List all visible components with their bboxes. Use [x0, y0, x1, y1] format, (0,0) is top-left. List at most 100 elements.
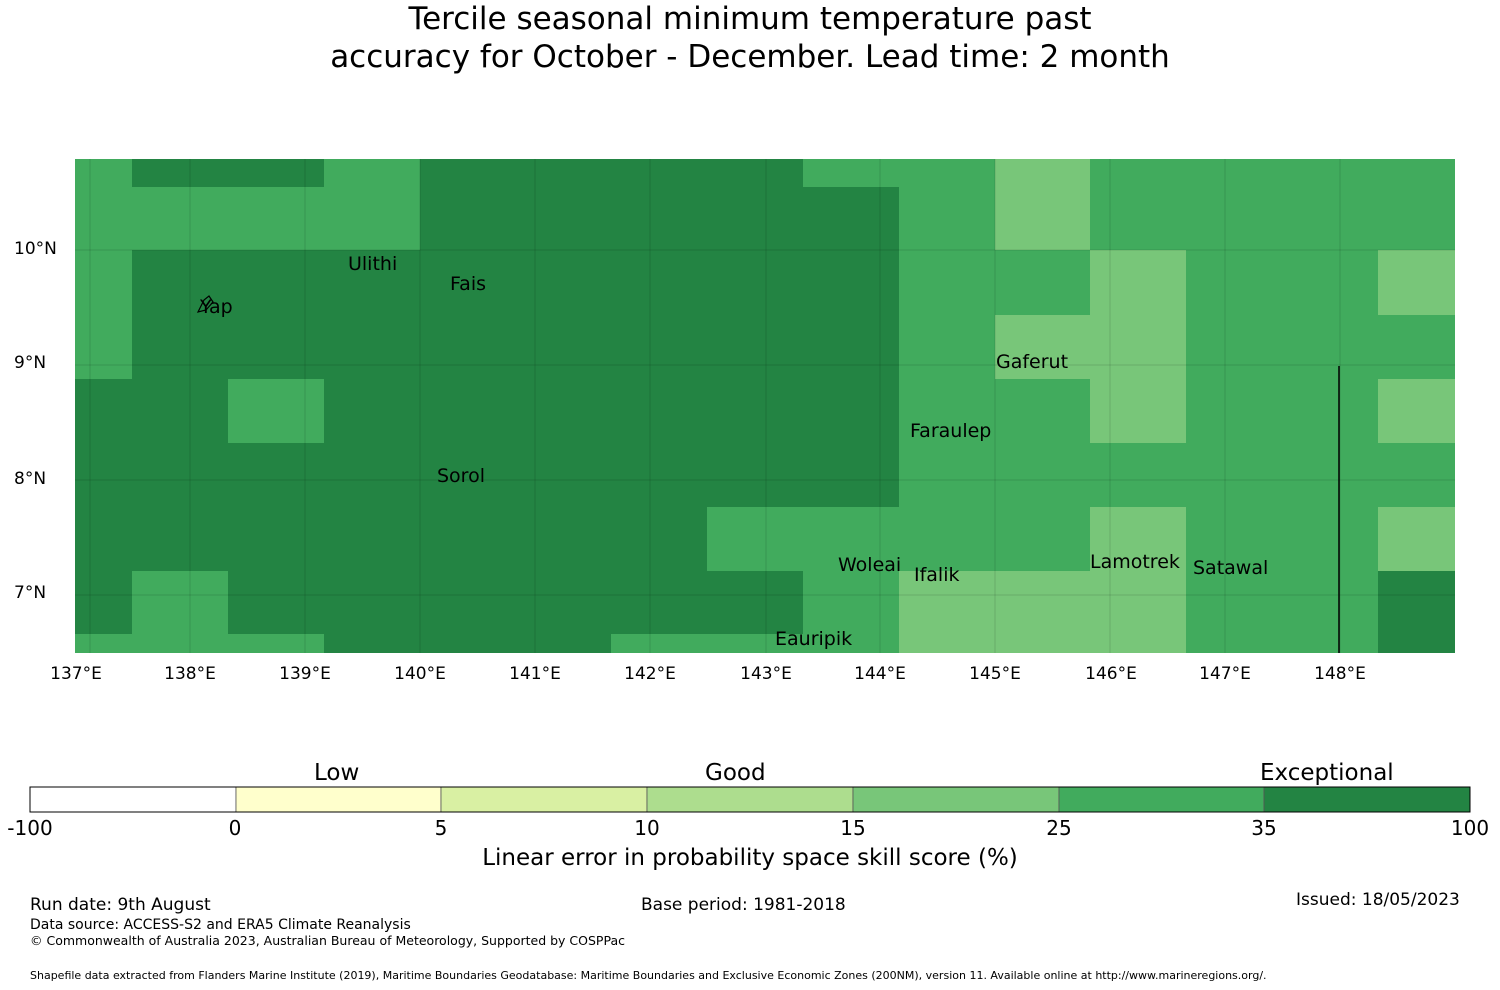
skill-cell: [324, 443, 420, 507]
skill-cell: [1378, 571, 1455, 634]
skill-cell: [1090, 571, 1186, 634]
skill-cell: [1090, 443, 1186, 507]
colorbar-segment: [440, 786, 648, 813]
colorbar-segment: [1058, 786, 1265, 813]
colorbar-segment: [852, 786, 1060, 813]
skill-cell: [420, 159, 515, 187]
skill-cell: [1282, 571, 1378, 634]
place-ulithi: Ulithi: [348, 253, 398, 275]
skill-cell: [515, 159, 611, 187]
colorbar-outline: [29, 786, 1471, 813]
skill-cell: [1378, 443, 1455, 507]
skill-cell: [1282, 634, 1378, 653]
colorbar-tick: 35: [1251, 816, 1277, 840]
skill-cell: [1090, 379, 1186, 443]
skill-cell: [707, 571, 803, 634]
skill-cell: [515, 507, 611, 571]
colorbar-category-good: Good: [705, 760, 766, 786]
colorbar: [29, 786, 1471, 813]
skill-cell: [1186, 634, 1282, 653]
skill-cell: [1282, 250, 1378, 315]
skill-cell: [899, 443, 995, 507]
skill-cell: [707, 159, 803, 187]
skill-cell: [228, 379, 324, 443]
skill-cell: [228, 571, 324, 634]
skill-cell: [515, 250, 611, 315]
skill-cell: [1378, 315, 1455, 379]
skill-cell: [420, 634, 515, 653]
skill-cell: [228, 634, 324, 653]
skill-cell: [75, 250, 132, 315]
skill-grid: [75, 159, 1455, 653]
skill-cell: [899, 571, 995, 634]
skill-cell: [995, 159, 1090, 187]
skill-cell: [132, 634, 228, 653]
skill-cell: [1282, 443, 1378, 507]
title-line-1: Tercile seasonal minimum temperature pas…: [408, 1, 1092, 37]
skill-cell: [75, 507, 132, 571]
skill-cell: [515, 634, 611, 653]
skill-cell: [803, 187, 899, 250]
colorbar-label: Linear error in probability space skill …: [482, 845, 1018, 871]
skill-cell: [1378, 379, 1455, 443]
place-eauripik: Eauripik: [775, 628, 853, 650]
place-lamotrek: Lamotrek: [1090, 551, 1180, 573]
run-date: Run date: 9th August: [30, 895, 211, 915]
skill-cell: [803, 507, 899, 571]
skill-cell: [420, 187, 515, 250]
skill-cell: [1186, 443, 1282, 507]
skill-cell: [995, 315, 1090, 379]
copyright: © Commonwealth of Australia 2023, Austra…: [30, 933, 625, 948]
lon-label-147e: 147°E: [1199, 664, 1251, 684]
skill-cell: [899, 187, 995, 250]
colorbar-tick: 100: [1450, 816, 1490, 840]
skill-cell: [420, 379, 515, 443]
skill-cell: [228, 507, 324, 571]
skill-cell: [1090, 507, 1186, 571]
lat-label-9n: 9°N: [14, 353, 47, 373]
lon-label-142e: 142°E: [624, 664, 676, 684]
skill-cell: [1378, 250, 1455, 315]
skill-cell: [995, 443, 1090, 507]
skill-cell: [1186, 315, 1282, 379]
skill-cell: [1282, 379, 1378, 443]
skill-cell: [1186, 159, 1282, 187]
skill-cell: [803, 634, 899, 653]
skill-cell: [803, 315, 899, 379]
skill-cell: [1090, 159, 1186, 187]
skill-cell: [1090, 315, 1186, 379]
skill-cell: [324, 571, 420, 634]
skill-cell: [611, 187, 707, 250]
skill-cell: [899, 159, 995, 187]
skill-cell: [611, 571, 707, 634]
skill-cell: [324, 159, 420, 187]
lat-label-8n: 8°N: [14, 469, 47, 489]
graticule: [75, 159, 1455, 653]
skill-cell: [324, 250, 420, 315]
skill-cell: [611, 634, 707, 653]
skill-cell: [324, 507, 420, 571]
skill-cell: [515, 379, 611, 443]
skill-cell: [1186, 379, 1282, 443]
skill-cell: [132, 571, 228, 634]
skill-cell: [995, 571, 1090, 634]
skill-cell: [707, 379, 803, 443]
skill-cell: [1378, 634, 1455, 653]
skill-cell: [132, 250, 228, 315]
skill-cell: [132, 379, 228, 443]
skill-cell: [75, 379, 132, 443]
base-period: Base period: 1981-2018: [641, 895, 846, 915]
lon-label-138e: 138°E: [164, 664, 216, 684]
skill-cell: [1090, 250, 1186, 315]
skill-cell: [228, 315, 324, 379]
skill-cell: [75, 315, 132, 379]
colorbar-segment: [29, 786, 237, 813]
skill-cell: [899, 315, 995, 379]
skill-cell: [324, 634, 420, 653]
skill-cell: [420, 443, 515, 507]
skill-cell: [420, 507, 515, 571]
skill-cell: [132, 443, 228, 507]
skill-cell: [1090, 187, 1186, 250]
skill-cell: [803, 379, 899, 443]
place-gaferut: Gaferut: [996, 351, 1069, 373]
